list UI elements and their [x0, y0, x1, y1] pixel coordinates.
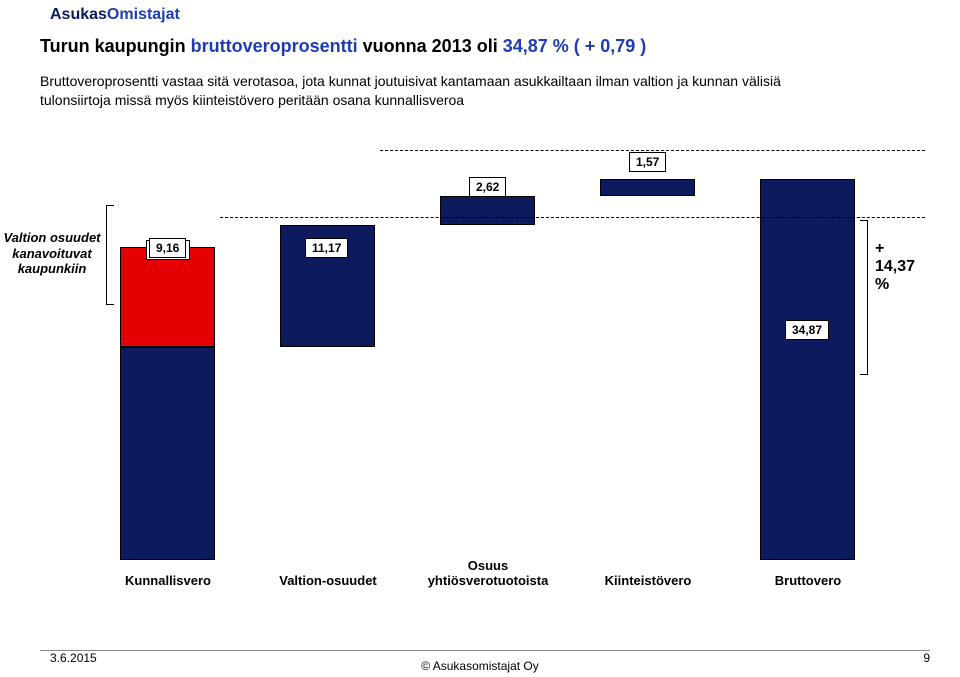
xlabel-kiinteisto: Kiinteistövero — [568, 573, 728, 588]
chart-area: Valtion osuudet kanavoituvat kaupunkiin … — [40, 130, 920, 590]
xlabel-bruttovero: Bruttovero — [728, 573, 888, 588]
label-11-17: 11,17 — [305, 238, 348, 258]
bar-kiinteisto — [600, 179, 695, 196]
bar-kunnallisvero-navy — [120, 347, 215, 560]
label-9-16: 9,16 — [149, 238, 186, 258]
right-brace — [860, 220, 868, 375]
dash-line-top — [380, 150, 925, 151]
logo-part2: Omistajat — [107, 6, 180, 23]
description-text: Bruttoveroprosentti vastaa sitä verotaso… — [40, 72, 820, 110]
xlabel-valtion: Valtion-osuudet — [248, 573, 408, 588]
left-annotation-l1: Valtion osuudet — [3, 230, 100, 245]
footer-date: 3.6.2015 — [50, 651, 97, 665]
dash-line-mid — [220, 217, 925, 218]
bar-kunnallisvero-red — [120, 247, 215, 347]
title-part-1: Turun kaupungin — [40, 36, 191, 56]
xlabel-osuus: Osuus yhtiösverotuotoista — [408, 558, 568, 588]
footer-page: 9 — [923, 651, 930, 665]
bar-osuus-yhtio — [440, 196, 535, 225]
label-34-87: 34,87 — [785, 320, 829, 340]
plus-label: + 14,37 % — [875, 240, 920, 294]
left-annotation: Valtion osuudet kanavoituvat kaupunkiin — [2, 230, 102, 277]
logo-part1: Asukas — [50, 6, 107, 23]
left-brace — [106, 205, 114, 305]
title-part-2: bruttoveroprosentti — [191, 36, 363, 56]
label-2-62: 2,62 — [469, 177, 506, 197]
title-part-3: vuonna 2013 oli — [363, 36, 503, 56]
page-title: Turun kaupungin bruttoveroprosentti vuon… — [40, 36, 646, 57]
footer-divider — [40, 650, 930, 651]
left-annotation-l3: kaupunkiin — [18, 261, 87, 276]
header-logo: AsukasOmistajat — [50, 6, 180, 24]
xlabel-kunnallisvero: Kunnallisvero — [88, 573, 248, 588]
label-1-57: 1,57 — [629, 152, 666, 172]
title-part-4: 34,87 % ( + 0,79 ) — [503, 36, 647, 56]
left-annotation-l2: kanavoituvat — [12, 246, 91, 261]
footer-copyright: © Asukasomistajat Oy — [421, 659, 539, 673]
bar-bruttovero — [760, 179, 855, 560]
